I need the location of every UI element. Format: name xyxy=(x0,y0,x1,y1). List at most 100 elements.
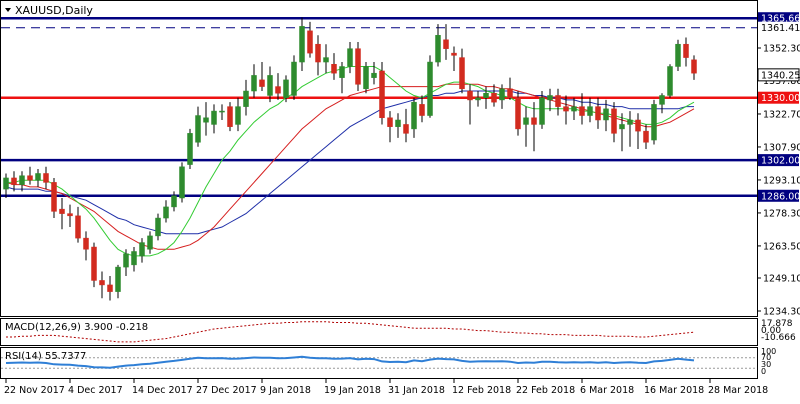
candle xyxy=(691,55,697,80)
candle xyxy=(491,84,497,107)
candle xyxy=(371,62,377,85)
candle-body xyxy=(379,70,385,119)
candle-body xyxy=(83,237,89,250)
level-label-1365.66: 1365.66 xyxy=(761,14,800,25)
candle-body xyxy=(579,106,585,116)
candle-body xyxy=(283,79,289,98)
candle-body xyxy=(147,235,153,250)
candle xyxy=(171,191,177,212)
y-tick-label: 1278.30 xyxy=(763,208,800,219)
candle-body xyxy=(339,66,345,78)
candle xyxy=(387,111,393,143)
candle-body xyxy=(91,246,97,281)
candle-body xyxy=(403,124,409,134)
candle-body xyxy=(171,195,177,208)
candle xyxy=(547,88,553,112)
x-tick-label: 9 Jan 2018 xyxy=(260,385,311,396)
candle xyxy=(83,231,89,261)
candle-body xyxy=(411,101,417,130)
candle xyxy=(411,97,417,138)
candle xyxy=(99,271,105,299)
candle xyxy=(43,166,49,190)
candle-body xyxy=(107,284,113,292)
candle-body xyxy=(539,97,545,125)
candle xyxy=(395,113,401,138)
y-tick-label: 1249.10 xyxy=(763,274,800,285)
candle-body xyxy=(235,106,241,125)
candle-body xyxy=(11,177,17,185)
level-label-1302.00: 1302.00 xyxy=(761,156,800,167)
candle-body xyxy=(355,48,361,85)
candle-body xyxy=(515,97,521,130)
candle-body xyxy=(475,97,481,101)
candle xyxy=(515,91,521,136)
candle-body xyxy=(387,117,393,127)
candle-body xyxy=(595,106,601,121)
candle xyxy=(155,213,161,241)
candle xyxy=(507,77,513,100)
candle xyxy=(147,231,153,254)
candle-body xyxy=(27,175,33,181)
candle xyxy=(579,93,585,125)
candle xyxy=(315,35,321,76)
candle-body xyxy=(467,90,473,101)
x-tick-label: 19 Jan 2018 xyxy=(324,385,381,396)
candle xyxy=(11,171,17,192)
candle-body xyxy=(211,110,217,125)
candle xyxy=(3,173,9,198)
rsi-tick-label: 100 xyxy=(761,347,776,356)
candle xyxy=(75,206,81,243)
level-label-1286.00-box xyxy=(758,189,799,202)
level-label-1365.66-box xyxy=(758,12,799,25)
candle-body xyxy=(243,90,249,107)
x-tick-label: 6 Mar 2018 xyxy=(580,385,634,396)
candle-body xyxy=(139,242,145,257)
candle-body xyxy=(603,108,609,121)
candle xyxy=(379,62,385,125)
candle xyxy=(427,55,433,118)
macd-label: MACD(12,26,9) 3.900 -0.218 xyxy=(5,322,148,333)
candle xyxy=(35,169,41,187)
candle-body xyxy=(571,106,577,112)
rsi-tick-label: 30 xyxy=(761,360,771,369)
level-label-1361.41-box xyxy=(758,21,799,34)
candle-body xyxy=(555,95,561,107)
ma-slow-line xyxy=(5,90,694,235)
candle xyxy=(595,97,601,129)
candle-body xyxy=(371,72,377,78)
candle xyxy=(259,62,265,92)
candle xyxy=(195,106,201,147)
x-tick-label: 4 Dec 2017 xyxy=(68,385,123,396)
candle xyxy=(163,200,169,223)
candle xyxy=(227,102,233,132)
candle xyxy=(523,106,529,147)
y-tick-label: 1352.30 xyxy=(763,44,800,55)
candle xyxy=(403,108,409,143)
candle xyxy=(587,97,593,123)
candle-body xyxy=(587,106,593,116)
candle xyxy=(267,66,273,103)
candle-body xyxy=(347,48,353,67)
candle xyxy=(347,41,353,74)
candle xyxy=(611,102,617,143)
candle xyxy=(635,113,641,149)
candle-body xyxy=(51,182,57,212)
candle-body xyxy=(3,177,9,190)
symbol-dropdown[interactable]: XAUUSD,Daily xyxy=(5,4,93,17)
candle xyxy=(179,162,185,203)
candle-body xyxy=(179,166,185,199)
candle-body xyxy=(43,173,49,183)
candle xyxy=(355,41,361,92)
price-panel xyxy=(1,16,757,301)
level-label-1361.41: 1361.41 xyxy=(761,23,800,34)
candle xyxy=(251,64,257,98)
candle-body xyxy=(667,66,673,96)
candle-body xyxy=(675,43,681,67)
candle-body xyxy=(219,110,225,113)
candle-body xyxy=(627,119,633,125)
candle xyxy=(123,249,129,277)
candle xyxy=(91,242,97,288)
x-tick-label: 27 Dec 2017 xyxy=(196,385,257,396)
